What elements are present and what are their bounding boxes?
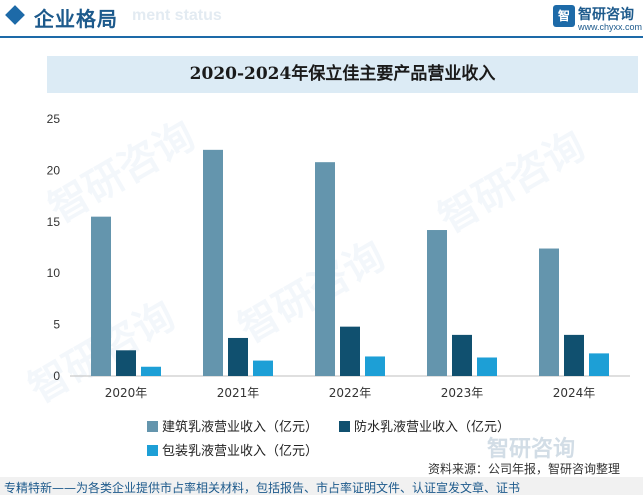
x-tick-label: 2023年 [441,386,484,400]
bar [539,248,559,376]
legend-swatch [147,445,158,456]
legend-label: 包装乳液营业收入（亿元） [162,444,319,459]
x-tick-label: 2022年 [329,386,372,400]
bar [340,326,360,376]
brand-watermark: 智研咨询 [487,437,576,462]
header: 企业格局 ment status 智 智研咨询 www.chyxx.com [0,0,643,36]
legend-label: 建筑乳液营业收入（亿元） [162,420,319,435]
bar [116,350,136,376]
section-title: 企业格局 [34,7,118,31]
y-tick-label: 25 [47,112,61,126]
chart-title: 2020-2024年保立佳主要产品营业收入 [189,64,496,84]
x-tick-label: 2024年 [553,386,596,400]
footer-bar: 专精特新——为各类企业提供市占率相关材料，包括报告、市占率证明文件、认证宣发文章… [0,477,643,495]
bar [315,162,335,376]
section-subtitle: ment status [132,7,222,24]
bar [365,356,385,376]
bar [141,366,161,376]
chart-title-box: 2020-2024年保立佳主要产品营业收入 [47,56,638,93]
logo-url: www.chyxx.com [578,22,643,32]
legend-swatch [339,421,350,432]
legend-label: 防水乳液营业收入（亿元） [354,420,511,435]
bar [564,334,584,376]
bar [91,216,111,376]
legend-item: 防水乳液营业收入（亿元） [339,416,510,435]
logo-icon: 智 [553,5,575,27]
brand-logo: 智 智研咨询 www.chyxx.com [553,4,643,34]
logo-name: 智研咨询 [578,7,634,23]
bar [589,353,609,376]
bar-chart: 0 5 10 15 20 25 2020年 2021年 2022年 2023年 2024年 [47,112,630,400]
legend-item: 建筑乳液营业收入（亿元） [147,416,318,435]
y-tick-label: 10 [47,266,61,280]
bar [427,230,447,376]
bar [477,357,497,376]
bar [253,360,273,376]
x-tick-label: 2021年 [217,386,260,400]
bar [452,334,472,376]
x-tick-label: 2020年 [105,386,148,400]
y-tick-label: 5 [53,318,60,332]
bar [228,337,248,376]
legend-item: 包装乳液营业收入（亿元） [147,440,318,459]
footer-text: 专精特新——为各类企业提供市占率相关材料，包括报告、市占率证明文件、认证宣发文章… [4,481,521,495]
y-tick-label: 20 [47,163,61,177]
bar [203,149,223,376]
y-tick-label: 15 [47,215,61,229]
source-note: 资料来源：公司年报，智研咨询整理 [428,462,621,476]
legend-swatch [147,421,158,432]
header-divider [0,36,643,38]
y-tick-label: 0 [53,369,60,383]
